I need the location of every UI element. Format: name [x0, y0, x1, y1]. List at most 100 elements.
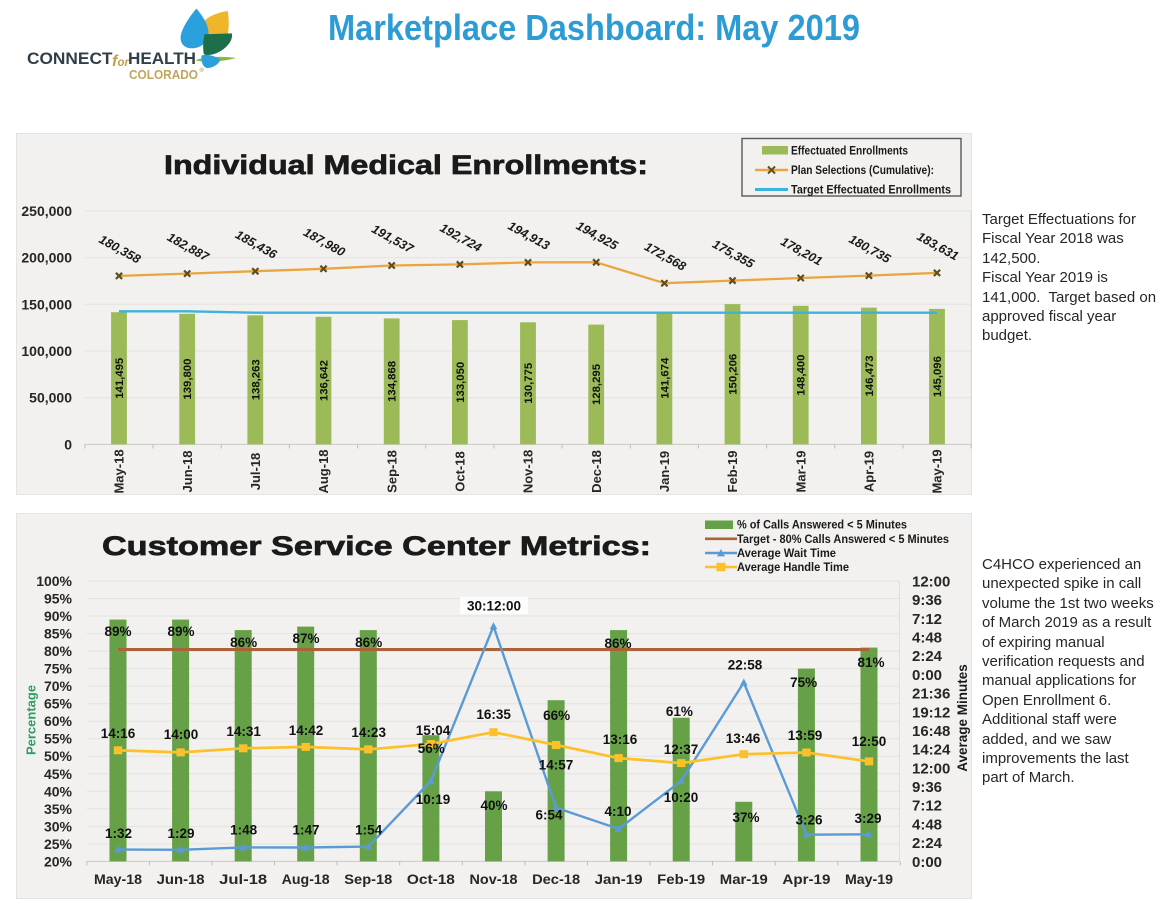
- svg-text:25%: 25%: [44, 836, 73, 852]
- svg-text:Mar-19: Mar-19: [793, 451, 808, 493]
- svg-text:50%: 50%: [44, 748, 73, 764]
- svg-text:7:12: 7:12: [912, 798, 942, 815]
- svg-text:4:48: 4:48: [912, 816, 942, 833]
- svg-text:Individual Medical Enrollments: Individual Medical Enrollments:: [164, 150, 648, 180]
- svg-text:81%: 81%: [857, 655, 884, 670]
- svg-text:May-18: May-18: [112, 449, 127, 493]
- svg-text:Jan-19: Jan-19: [657, 451, 672, 492]
- svg-text:HEALTH: HEALTH: [128, 49, 196, 68]
- svg-text:250,000: 250,000: [21, 203, 72, 219]
- svg-text:1:48: 1:48: [230, 822, 258, 837]
- svg-text:6:54: 6:54: [535, 807, 563, 822]
- svg-text:14:00: 14:00: [164, 727, 199, 742]
- svg-text:May-19: May-19: [930, 449, 945, 493]
- svg-text:1:32: 1:32: [105, 826, 132, 841]
- svg-text:22:58: 22:58: [728, 657, 763, 672]
- svg-text:86%: 86%: [230, 635, 257, 650]
- svg-text:4:48: 4:48: [912, 630, 942, 647]
- svg-text:138,263: 138,263: [250, 359, 262, 400]
- svg-text:14:23: 14:23: [351, 725, 386, 740]
- svg-text:139,800: 139,800: [182, 359, 194, 400]
- svg-text:75%: 75%: [790, 675, 817, 690]
- svg-text:100%: 100%: [36, 573, 72, 589]
- svg-text:14:16: 14:16: [101, 726, 136, 741]
- svg-text:4:10: 4:10: [604, 804, 631, 819]
- svg-text:Jun-18: Jun-18: [180, 451, 195, 493]
- svg-text:30:12:00: 30:12:00: [467, 598, 521, 613]
- svg-text:16:35: 16:35: [476, 707, 511, 722]
- svg-text:65%: 65%: [44, 696, 73, 712]
- svg-text:0: 0: [64, 436, 72, 452]
- svg-text:60%: 60%: [44, 713, 73, 729]
- svg-text:9:36: 9:36: [912, 592, 942, 609]
- svg-text:12:37: 12:37: [664, 742, 699, 757]
- svg-text:1:29: 1:29: [167, 826, 194, 841]
- svg-text:Average Wait Time: Average Wait Time: [737, 548, 836, 560]
- svg-text:146,473: 146,473: [864, 356, 876, 397]
- svg-text:Percentage: Percentage: [24, 685, 39, 755]
- svg-text:Sep-18: Sep-18: [384, 450, 399, 493]
- svg-text:200,000: 200,000: [21, 250, 72, 266]
- svg-text:13:46: 13:46: [726, 731, 761, 746]
- svg-text:130,775: 130,775: [523, 363, 535, 404]
- svg-text:14:42: 14:42: [289, 723, 324, 738]
- svg-text:May-18: May-18: [94, 872, 143, 887]
- svg-text:10:19: 10:19: [416, 792, 451, 807]
- svg-text:Oct-18: Oct-18: [453, 451, 468, 491]
- svg-text:10:20: 10:20: [664, 790, 699, 805]
- svg-text:Nov-18: Nov-18: [470, 872, 519, 887]
- svg-text:86%: 86%: [355, 635, 382, 650]
- svg-text:Jul-18: Jul-18: [248, 453, 263, 491]
- svg-text:150,206: 150,206: [727, 354, 739, 395]
- svg-text:Effectuated Enrollments: Effectuated Enrollments: [791, 146, 908, 158]
- svg-text:Dec-18: Dec-18: [532, 872, 581, 887]
- svg-text:2:24: 2:24: [912, 648, 943, 665]
- svg-text:1:54: 1:54: [355, 822, 383, 837]
- svg-text:141,674: 141,674: [659, 357, 671, 399]
- svg-text:95%: 95%: [44, 591, 73, 607]
- svg-text:12:00: 12:00: [912, 573, 950, 590]
- svg-text:Oct-18: Oct-18: [407, 872, 456, 887]
- svg-text:13:59: 13:59: [788, 728, 823, 743]
- svg-text:Nov-18: Nov-18: [521, 450, 536, 493]
- svg-text:12:50: 12:50: [852, 734, 887, 749]
- svg-text:30%: 30%: [44, 818, 73, 834]
- svg-text:Aug-18: Aug-18: [316, 449, 331, 493]
- svg-text:45%: 45%: [44, 766, 73, 782]
- svg-text:or: or: [118, 57, 130, 69]
- svg-text:0:00: 0:00: [912, 854, 942, 871]
- svg-text:May-19: May-19: [845, 872, 893, 887]
- svg-text:2:24: 2:24: [912, 835, 943, 852]
- svg-text:75%: 75%: [44, 661, 73, 677]
- svg-text:128,295: 128,295: [591, 364, 603, 405]
- svg-text:Jun-18: Jun-18: [157, 872, 206, 887]
- svg-text:86%: 86%: [604, 636, 631, 651]
- svg-text:Target - 80% Calls Answered <: Target - 80% Calls Answered < 5 Minutes: [737, 534, 949, 546]
- svg-text:56%: 56%: [418, 741, 445, 756]
- svg-text:14:31: 14:31: [226, 724, 261, 739]
- svg-text:% of Calls Answered < 5 Minute: % of Calls Answered < 5 Minutes: [737, 520, 907, 532]
- svg-text:3:26: 3:26: [795, 812, 823, 827]
- svg-text:9:36: 9:36: [912, 779, 942, 796]
- svg-text:148,400: 148,400: [796, 355, 808, 396]
- svg-text:12:00: 12:00: [912, 760, 950, 777]
- svg-text:14:24: 14:24: [912, 742, 951, 759]
- svg-text:Jan-19: Jan-19: [595, 872, 643, 887]
- svg-text:3:29: 3:29: [854, 811, 881, 826]
- svg-text:21:36: 21:36: [912, 686, 950, 703]
- svg-text:61%: 61%: [666, 704, 693, 719]
- svg-text:1:47: 1:47: [292, 822, 319, 837]
- svg-text:66%: 66%: [543, 708, 570, 723]
- svg-text:87%: 87%: [292, 631, 319, 646]
- svg-text:13:16: 13:16: [603, 732, 638, 747]
- svg-text:COLORADO: COLORADO: [129, 67, 198, 82]
- svg-text:37%: 37%: [732, 810, 759, 825]
- svg-text:50,000: 50,000: [29, 390, 72, 406]
- svg-text:136,642: 136,642: [318, 360, 330, 401]
- svg-text:89%: 89%: [104, 624, 131, 639]
- svg-text:Mar-19: Mar-19: [720, 872, 768, 887]
- svg-text:55%: 55%: [44, 731, 73, 747]
- svg-text:Customer Service Center Metric: Customer Service Center Metrics:: [102, 531, 651, 561]
- svg-text:Marketplace Dashboard: May 201: Marketplace Dashboard: May 2019: [328, 7, 860, 48]
- svg-text:16:48: 16:48: [912, 723, 950, 740]
